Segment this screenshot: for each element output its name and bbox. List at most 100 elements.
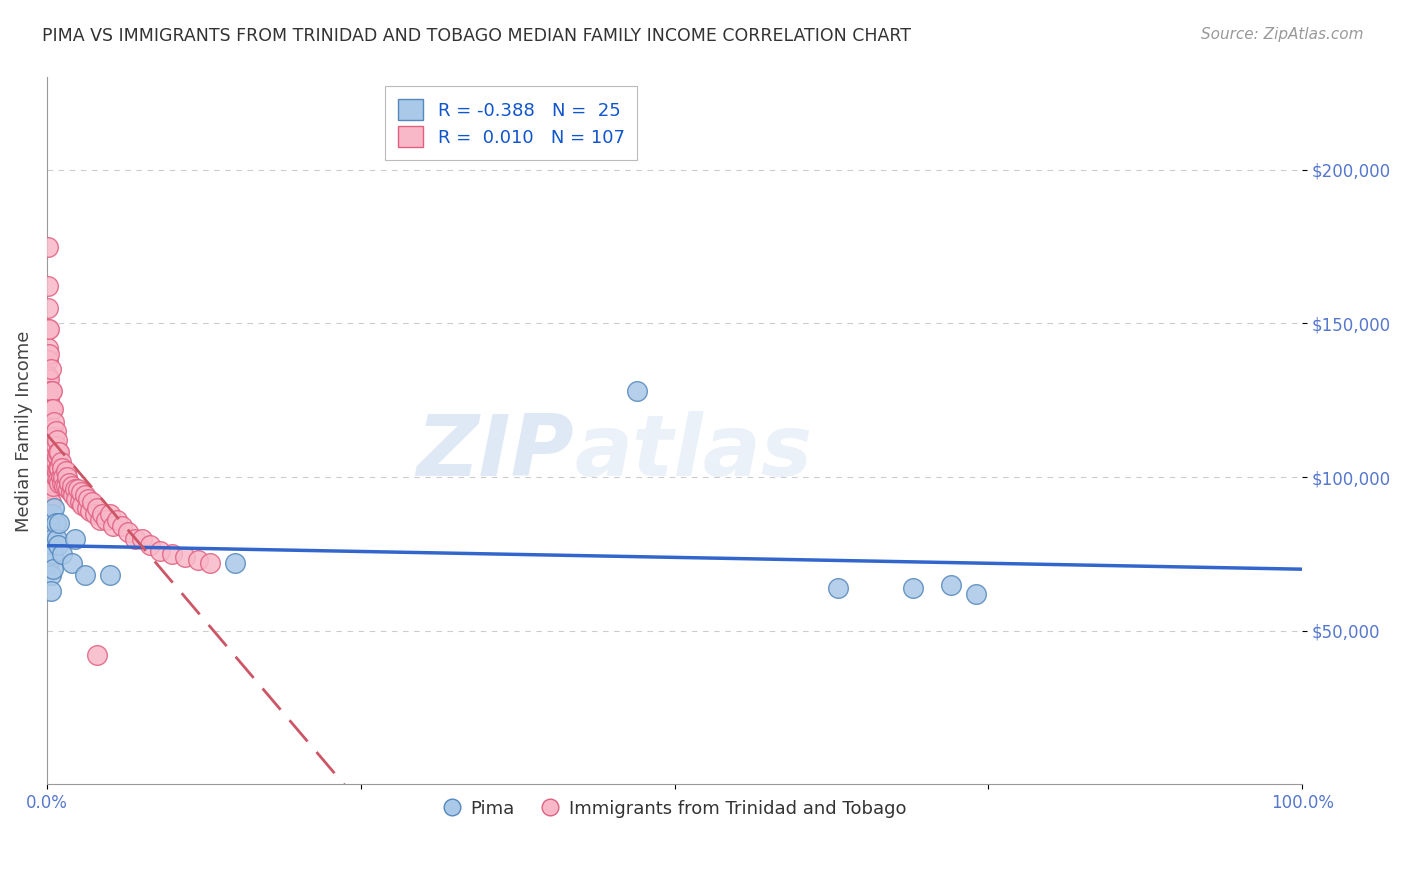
Point — [51, 476, 73, 491]
Point — [48, 445, 70, 459]
Point — [45, 516, 67, 530]
Point — [39, 421, 62, 435]
Point — [939, 577, 962, 591]
Point — [79, 504, 101, 518]
Point — [42, 451, 65, 466]
Point — [37, 353, 59, 368]
Point — [83, 507, 105, 521]
Point — [42, 467, 65, 481]
Point — [37, 239, 59, 253]
Point — [48, 460, 70, 475]
Point — [46, 445, 69, 459]
Point — [44, 430, 66, 444]
Point — [73, 488, 96, 502]
Point — [56, 470, 79, 484]
Point — [86, 648, 108, 663]
Point — [38, 538, 60, 552]
Point — [51, 547, 73, 561]
Point — [45, 424, 67, 438]
Point — [55, 479, 77, 493]
Point — [37, 415, 59, 429]
Point — [41, 436, 63, 450]
Point — [46, 473, 69, 487]
Point — [37, 279, 59, 293]
Point — [162, 547, 184, 561]
Point — [42, 547, 65, 561]
Point — [149, 544, 172, 558]
Point — [37, 322, 59, 336]
Point — [45, 532, 67, 546]
Point — [965, 587, 987, 601]
Point — [37, 341, 59, 355]
Point — [42, 479, 65, 493]
Point — [51, 460, 73, 475]
Point — [39, 362, 62, 376]
Point — [39, 470, 62, 484]
Point — [37, 445, 59, 459]
Point — [53, 479, 76, 493]
Point — [41, 464, 63, 478]
Point — [67, 483, 90, 497]
Point — [38, 516, 60, 530]
Point — [94, 513, 117, 527]
Point — [86, 500, 108, 515]
Point — [49, 470, 72, 484]
Point — [39, 455, 62, 469]
Point — [59, 485, 82, 500]
Point — [39, 568, 62, 582]
Point — [174, 549, 197, 564]
Point — [52, 470, 75, 484]
Point — [41, 451, 63, 466]
Text: Source: ZipAtlas.com: Source: ZipAtlas.com — [1201, 27, 1364, 42]
Point — [37, 430, 59, 444]
Point — [46, 460, 69, 475]
Point — [38, 372, 60, 386]
Point — [60, 479, 83, 493]
Point — [39, 583, 62, 598]
Point — [46, 538, 69, 552]
Point — [39, 384, 62, 398]
Point — [37, 460, 59, 475]
Point — [41, 402, 63, 417]
Point — [124, 532, 146, 546]
Point — [38, 491, 60, 506]
Point — [91, 507, 114, 521]
Text: PIMA VS IMMIGRANTS FROM TRINIDAD AND TOBAGO MEDIAN FAMILY INCOME CORRELATION CHA: PIMA VS IMMIGRANTS FROM TRINIDAD AND TOB… — [42, 27, 911, 45]
Point — [827, 581, 849, 595]
Point — [117, 525, 139, 540]
Point — [38, 556, 60, 570]
Point — [55, 464, 77, 478]
Point — [901, 581, 924, 595]
Point — [38, 347, 60, 361]
Point — [69, 494, 91, 508]
Point — [39, 402, 62, 417]
Point — [77, 491, 100, 506]
Point — [48, 476, 70, 491]
Point — [224, 556, 246, 570]
Y-axis label: Median Family Income: Median Family Income — [15, 330, 32, 532]
Point — [63, 532, 86, 546]
Point — [45, 433, 67, 447]
Point — [70, 498, 93, 512]
Point — [198, 556, 221, 570]
Point — [38, 479, 60, 493]
Point — [38, 415, 60, 429]
Point — [37, 402, 59, 417]
Point — [45, 439, 67, 453]
Point — [38, 449, 60, 463]
Text: ZIP: ZIP — [416, 410, 574, 493]
Point — [38, 464, 60, 478]
Point — [111, 519, 134, 533]
Point — [62, 488, 84, 502]
Point — [37, 368, 59, 383]
Point — [63, 483, 86, 497]
Point — [41, 507, 63, 521]
Point — [42, 436, 65, 450]
Point — [60, 556, 83, 570]
Point — [44, 445, 66, 459]
Point — [186, 553, 208, 567]
Point — [45, 449, 67, 463]
Point — [65, 491, 87, 506]
Point — [42, 402, 65, 417]
Point — [103, 519, 125, 533]
